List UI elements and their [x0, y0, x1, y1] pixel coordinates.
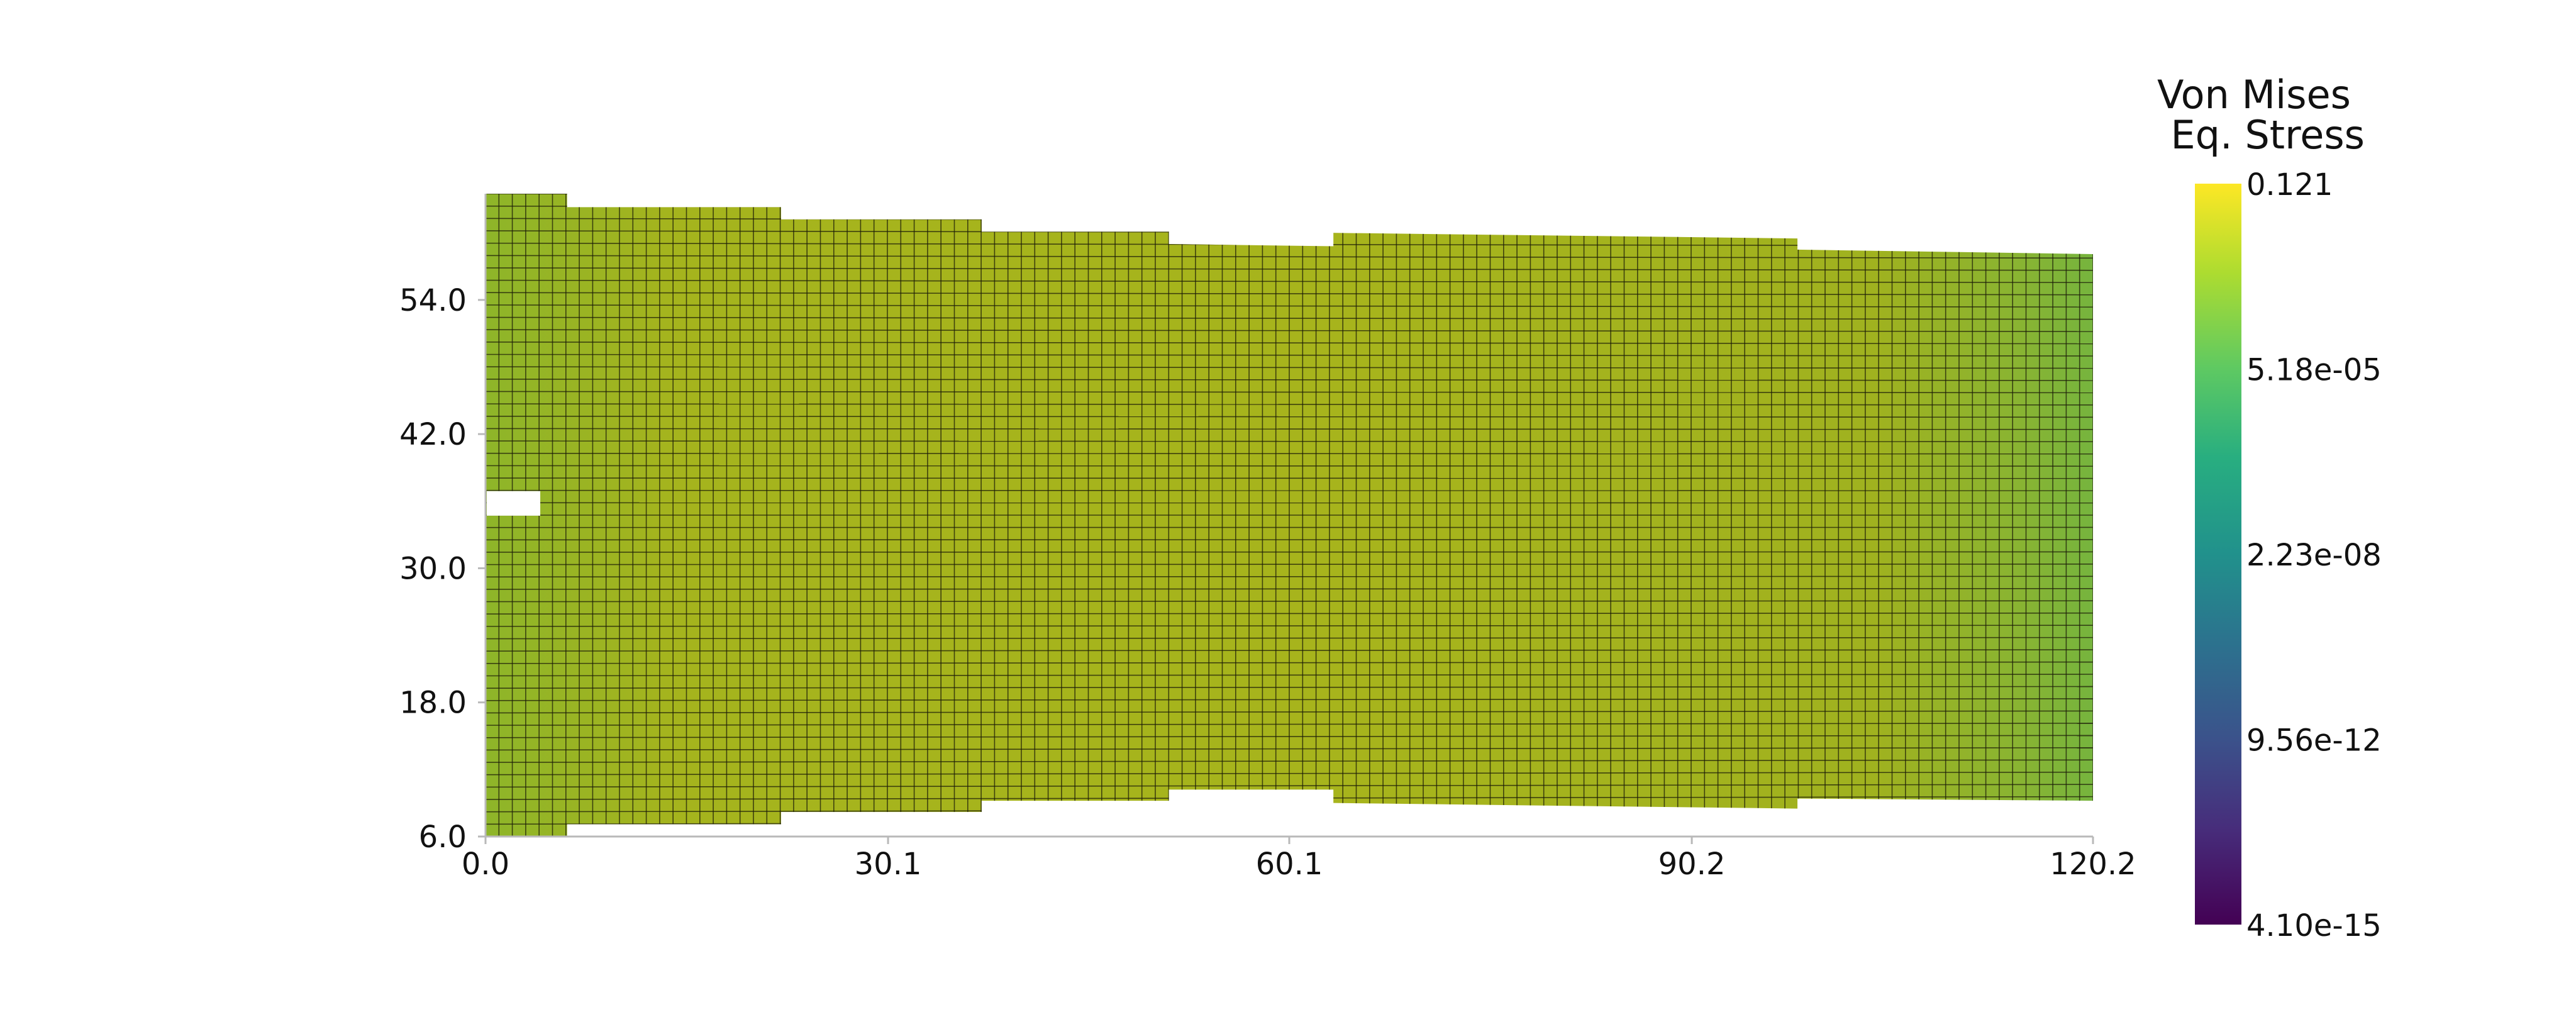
colorbar: Von Mises Eq. Stress 0.121 5.18e-05 2.23e-… [2157, 72, 2382, 943]
colorbar-label: 4.10e-15 [2246, 908, 2382, 943]
mesh-row-line [486, 415, 2093, 418]
mesh-row-line [486, 710, 2093, 714]
mesh-row-line [486, 304, 2093, 308]
mesh-row-line [486, 649, 2093, 652]
mesh-row-line [486, 564, 2093, 565]
mesh-row-line [486, 316, 2093, 320]
mesh-row-line [486, 674, 2093, 677]
mesh-row-line [486, 784, 2093, 788]
mesh-row-line [486, 428, 2093, 430]
colorbar-label: 9.56e-12 [2246, 723, 2382, 759]
mesh-row-line [486, 379, 2093, 381]
x-tick-label: 90.2 [1658, 847, 1726, 882]
mesh-row-line [486, 279, 2093, 284]
mesh-row-line [486, 452, 2093, 455]
mesh-hole [487, 491, 541, 516]
mesh-row-line [486, 698, 2093, 701]
y-tick-label: 42.0 [399, 417, 467, 452]
mesh-row-line [486, 255, 2093, 259]
colorbar-gradient [2195, 184, 2241, 925]
mesh-row-line [486, 366, 2093, 369]
mesh-row-line [486, 771, 2093, 776]
stress-hotspot [1887, 327, 2093, 730]
mesh-row-line [486, 342, 2093, 345]
mesh-row-line [486, 661, 2093, 664]
colorbar-title-line-1: Von Mises [2157, 72, 2351, 118]
mesh-row-line [486, 391, 2093, 394]
mesh-row-line [486, 440, 2093, 443]
x-axis: 0.0 30.1 60.1 90.2 120.2 [462, 835, 2136, 882]
x-tick-group: 0.0 30.1 60.1 90.2 120.2 [462, 837, 2136, 882]
mesh-row-line [486, 723, 2093, 726]
x-tick-label: 0.0 [462, 847, 509, 882]
colorbar-label: 2.23e-08 [2246, 538, 2382, 573]
mesh-row-line [486, 194, 2093, 197]
mesh-row-line [486, 477, 2093, 479]
mesh-row-line [486, 329, 2093, 332]
mesh-row-line [486, 735, 2093, 738]
colorbar-title-line-2: Eq. Stress [2171, 112, 2365, 158]
mesh-row-line [486, 267, 2093, 271]
mesh-row-line [486, 292, 2093, 296]
x-tick-label: 30.1 [855, 847, 922, 882]
y-tick-label: 30.0 [399, 551, 467, 586]
mesh-row-line [486, 625, 2093, 627]
mesh-row-line [486, 612, 2093, 615]
colorbar-label-group: 0.121 5.18e-05 2.23e-08 9.56e-12 4.10e-15 [2246, 167, 2382, 943]
y-axis: 6.0 18.0 30.0 42.0 54.0 [399, 194, 487, 855]
y-tick-label: 18.0 [399, 686, 467, 721]
mesh-row-line [486, 403, 2093, 406]
y-tick-label: 6.0 [419, 820, 467, 855]
x-tick-label: 120.2 [2050, 847, 2136, 882]
mesh-row-line [486, 353, 2093, 357]
colorbar-label: 0.121 [2246, 167, 2333, 203]
mesh-row-line [486, 759, 2093, 763]
mesh-row-line [486, 637, 2093, 640]
mesh-row-line [486, 465, 2093, 467]
mesh-row-line [486, 686, 2093, 689]
colorbar-label: 5.18e-05 [2246, 353, 2382, 388]
x-tick-label: 60.1 [1256, 847, 1323, 882]
mesh-grid-lines [486, 194, 2093, 837]
mesh-plot [486, 194, 2093, 837]
mesh-row-line [486, 576, 2093, 578]
mesh-row-line [486, 747, 2093, 751]
y-tick-label: 54.0 [399, 283, 467, 318]
y-tick-group: 6.0 18.0 30.0 42.0 54.0 [399, 283, 486, 855]
